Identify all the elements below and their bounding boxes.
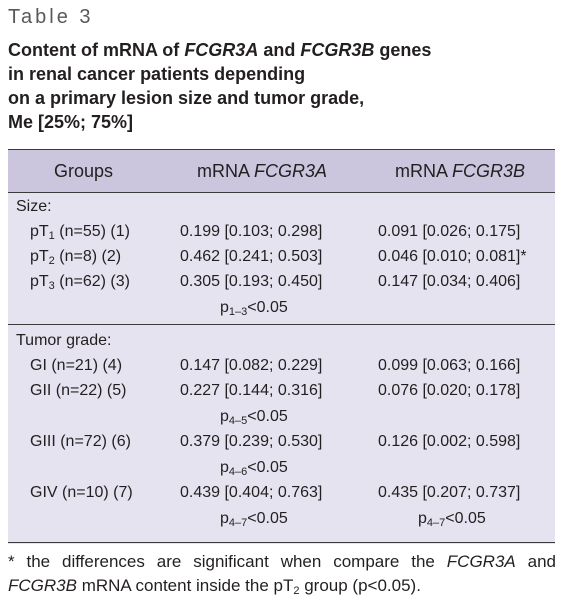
header-fcgr3a: mRNA FCGR3A	[197, 161, 328, 181]
data-table: Groups mRNA FCGR3A mRNA FCGR3B Size: pT1…	[8, 149, 555, 544]
header-fcgr3b: mRNA FCGR3B	[395, 161, 526, 181]
caption-line-3: on a primary lesion size and tumor grade…	[8, 88, 365, 108]
table-header: Groups mRNA FCGR3A mRNA FCGR3B	[8, 149, 555, 193]
row-giv-fcgr3b: 0.435 [0.207; 0.737]	[378, 484, 521, 501]
table-label: Table 3	[8, 6, 94, 28]
row-giv-fcgr3a: 0.439 [0.404; 0.763]	[180, 484, 323, 501]
row-gi-fcgr3b: 0.099 [0.063; 0.166]	[378, 357, 521, 374]
caption-line-1: Content of mRNA of FCGR3A and FCGR3B gen…	[8, 40, 432, 60]
pvalue-4-7-fcgr3b: p4–7<0.05	[418, 510, 486, 529]
caption-line-2: in renal cancer patients depending	[8, 64, 306, 84]
pvalue-4-6: p4–6<0.05	[220, 459, 288, 478]
row-pt2-fcgr3a: 0.462 [0.241; 0.503]	[180, 248, 323, 265]
row-pt3-fcgr3a: 0.305 [0.193; 0.450]	[180, 273, 323, 290]
row-pt2-label: pT2 (n=8) (2)	[30, 248, 122, 267]
section-size: Size:	[16, 198, 52, 215]
row-giv-label: GIV (n=10) (7)	[30, 484, 133, 501]
row-gi-fcgr3a: 0.147 [0.082; 0.229]	[180, 357, 323, 374]
header-groups: Groups	[54, 161, 114, 181]
pvalue-4-7-fcgr3a: p4–7<0.05	[220, 510, 288, 529]
footnote: * the differences are significant when c…	[8, 552, 557, 597]
row-gi-label: GI (n=21) (4)	[30, 357, 123, 374]
table-bottom-rule	[8, 542, 555, 543]
row-pt3-fcgr3b: 0.147 [0.034; 0.406]	[378, 273, 521, 290]
pvalue-1-3: p1–3<0.05	[220, 299, 288, 318]
row-gii-label: GII (n=22) (5)	[30, 382, 127, 399]
row-pt2-fcgr3b: 0.046 [0.010; 0.081]*	[378, 248, 527, 265]
row-giii-fcgr3a: 0.379 [0.239; 0.530]	[180, 433, 323, 450]
caption-line-4: Me [25%; 75%]	[8, 112, 134, 132]
row-giii-label: GIII (n=72) (6)	[30, 433, 131, 450]
pvalue-4-5: p4–5<0.05	[220, 408, 288, 427]
table-caption: Content of mRNA of FCGR3A and FCGR3B gen…	[8, 38, 431, 134]
row-pt3-label: pT3 (n=62) (3)	[30, 273, 130, 292]
row-pt1-fcgr3a: 0.199 [0.103; 0.298]	[180, 223, 323, 240]
section-divider	[8, 324, 555, 325]
section-tumor-grade: Tumor grade:	[16, 332, 112, 349]
row-gii-fcgr3b: 0.076 [0.020; 0.178]	[378, 382, 521, 399]
row-gii-fcgr3a: 0.227 [0.144; 0.316]	[180, 382, 323, 399]
row-pt1-label: pT1 (n=55) (1)	[30, 223, 130, 242]
row-giii-fcgr3b: 0.126 [0.002; 0.598]	[378, 433, 521, 450]
row-pt1-fcgr3b: 0.091 [0.026; 0.175]	[378, 223, 521, 240]
